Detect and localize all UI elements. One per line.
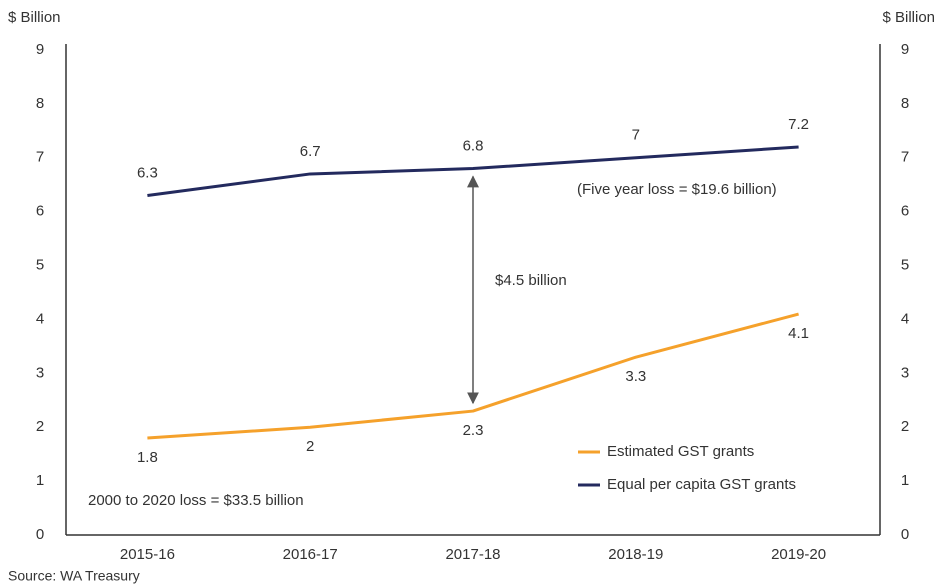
data-label: 7.2 xyxy=(788,116,809,133)
y-axis-label: $ Billion xyxy=(8,9,61,26)
data-label: 2 xyxy=(306,438,314,455)
legend-label: Equal per capita GST grants xyxy=(607,476,796,493)
data-label: 6.8 xyxy=(463,138,484,155)
y-tick-label: 6 xyxy=(36,203,44,220)
data-label: 3.3 xyxy=(625,368,646,385)
data-label: 1.8 xyxy=(137,449,158,466)
y2-tick-label: 9 xyxy=(901,41,909,58)
y2-axis-label: $ Billion xyxy=(882,9,935,26)
data-label: 7 xyxy=(632,127,640,144)
data-label: 6.7 xyxy=(300,143,321,160)
y-tick-label: 5 xyxy=(36,257,44,274)
y2-tick-label: 4 xyxy=(901,310,909,327)
series-line xyxy=(147,145,799,197)
series-line xyxy=(147,312,799,440)
y2-tick-label: 5 xyxy=(901,257,909,274)
y-tick-label: 1 xyxy=(36,472,44,489)
y2-tick-label: 3 xyxy=(901,364,909,381)
y2-tick-label: 2 xyxy=(901,418,909,435)
source: Source: WA Treasury xyxy=(8,568,140,584)
y2-tick-label: 6 xyxy=(901,203,909,220)
x-tick-label: 2019-20 xyxy=(771,546,826,563)
y2-tick-label: 0 xyxy=(901,526,909,543)
y-tick-label: 7 xyxy=(36,149,44,166)
x-tick-label: 2015-16 xyxy=(120,546,175,563)
legend-label: Estimated GST grants xyxy=(607,443,754,460)
y-tick-label: 9 xyxy=(36,41,44,58)
data-label: 4.1 xyxy=(788,325,809,342)
y-tick-label: 0 xyxy=(36,526,44,543)
y-tick-label: 4 xyxy=(36,310,44,327)
y-tick-label: 8 xyxy=(36,95,44,112)
annotation: (Five year loss = $19.6 billion) xyxy=(577,181,777,198)
annotation: 2000 to 2020 loss = $33.5 billion xyxy=(88,492,304,509)
annotation: $4.5 billion xyxy=(495,272,567,289)
y2-tick-label: 8 xyxy=(901,95,909,112)
y2-tick-label: 7 xyxy=(901,149,909,166)
data-label: 6.3 xyxy=(137,164,158,181)
y-tick-label: 3 xyxy=(36,364,44,381)
y-tick-label: 2 xyxy=(36,418,44,435)
data-label: 2.3 xyxy=(463,422,484,439)
x-tick-label: 2018-19 xyxy=(608,546,663,563)
x-tick-label: 2016-17 xyxy=(283,546,338,563)
y2-tick-label: 1 xyxy=(901,472,909,489)
x-tick-label: 2017-18 xyxy=(445,546,500,563)
